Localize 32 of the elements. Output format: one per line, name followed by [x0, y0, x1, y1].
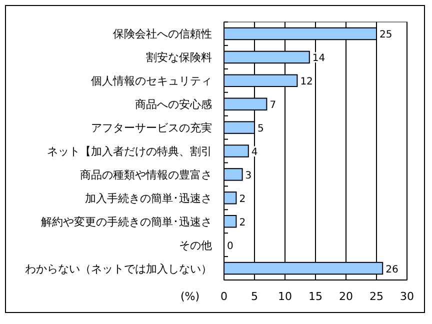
data-label: 3: [245, 170, 252, 182]
x-axis-title: (%): [180, 290, 200, 303]
y-tick-label: ネット【加入者だけの特典、割引: [47, 145, 212, 158]
bar: [224, 215, 237, 228]
y-tick-label: わからない（ネットでは加入しない）: [25, 262, 212, 276]
data-label: 25: [380, 30, 392, 41]
x-tick-label: 20: [339, 290, 353, 303]
y-tick-label: 加入手続きの簡単･迅速さ: [85, 192, 212, 205]
y-tick-label: 個人情報のセキュリティ: [91, 74, 212, 88]
data-label: 2: [239, 217, 246, 228]
data-label: 0: [227, 240, 234, 252]
y-tick-label: 解約や変更の手続きの簡単･迅速さ: [41, 215, 212, 228]
bar: [224, 168, 243, 181]
bar: [224, 144, 249, 158]
data-label: 5: [258, 124, 264, 135]
y-tick-label: 商品の種類や情報の豊富さ: [80, 168, 212, 182]
y-tick-label: 商品への安心感: [135, 98, 212, 112]
y-tick-label: その他: [179, 238, 212, 252]
data-label: 26: [386, 264, 398, 276]
data-label: 12: [300, 76, 313, 88]
x-tick-label: 30: [400, 290, 414, 303]
data-label: 2: [239, 194, 246, 205]
x-tick-label: 25: [370, 290, 384, 303]
data-label: 7: [270, 100, 276, 112]
y-tick-label: アフターサービスの充実: [91, 122, 212, 135]
x-tick-label: 0: [220, 290, 228, 303]
x-tick-label: 15: [308, 290, 322, 303]
x-tick-label: 10: [278, 290, 292, 303]
y-tick-label: 保険会社への信頼性: [113, 28, 212, 41]
x-tick-label: 5: [251, 290, 258, 303]
bar: [224, 192, 237, 204]
y-tick-label: 割安な保険料: [146, 51, 212, 64]
